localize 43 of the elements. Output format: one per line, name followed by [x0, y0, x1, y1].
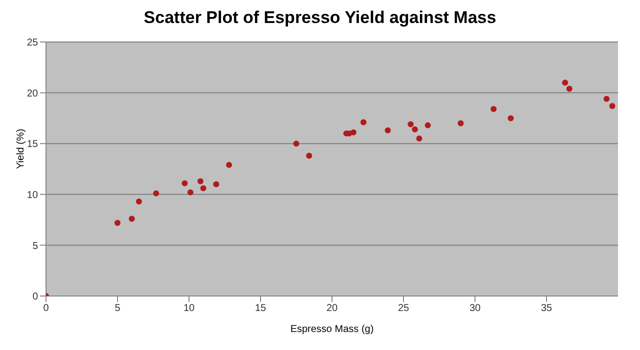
point: [458, 120, 464, 126]
point: [609, 103, 616, 110]
x-tick-label: 25: [398, 303, 410, 314]
point: [293, 140, 300, 147]
point: [187, 189, 194, 196]
x-tick-label: 30: [469, 303, 481, 314]
point: [213, 181, 220, 188]
x-tick-label: 5: [114, 303, 121, 314]
point: [360, 119, 366, 126]
y-tick-label: 0: [32, 292, 38, 303]
y-tick-label: 10: [26, 190, 38, 201]
point: [408, 121, 414, 128]
chart-title: Scatter Plot of Espresso Yield against Mass: [142, 7, 498, 29]
point: [114, 220, 120, 226]
point: [416, 136, 422, 142]
x-tick-label: 15: [254, 303, 266, 314]
point: [384, 127, 391, 134]
point: [566, 86, 572, 92]
point: [306, 152, 312, 159]
point: [136, 198, 142, 205]
x-tick-label: 20: [326, 303, 338, 314]
y-tick-label: 5: [32, 240, 38, 252]
point: [508, 115, 514, 122]
y-tick-label: 25: [26, 38, 38, 49]
x-tick-label: 0: [43, 303, 50, 314]
point: [153, 190, 160, 196]
point: [604, 96, 610, 102]
y-tick-label: 20: [26, 88, 38, 100]
point: [412, 126, 418, 132]
x-tick-label: 35: [540, 303, 552, 314]
point: [182, 180, 188, 186]
point: [200, 185, 206, 192]
y-tick-label: 15: [26, 139, 38, 150]
point: [424, 122, 431, 128]
x-axis-title: Espresso Mass (g): [290, 324, 374, 335]
point: [128, 216, 135, 222]
point: [490, 106, 497, 112]
point: [350, 129, 356, 136]
point: [562, 80, 568, 86]
y-axis-title: Yield (%): [16, 128, 27, 169]
point: [197, 178, 204, 184]
x-tick-label: 10: [183, 303, 195, 314]
point: [226, 162, 232, 168]
